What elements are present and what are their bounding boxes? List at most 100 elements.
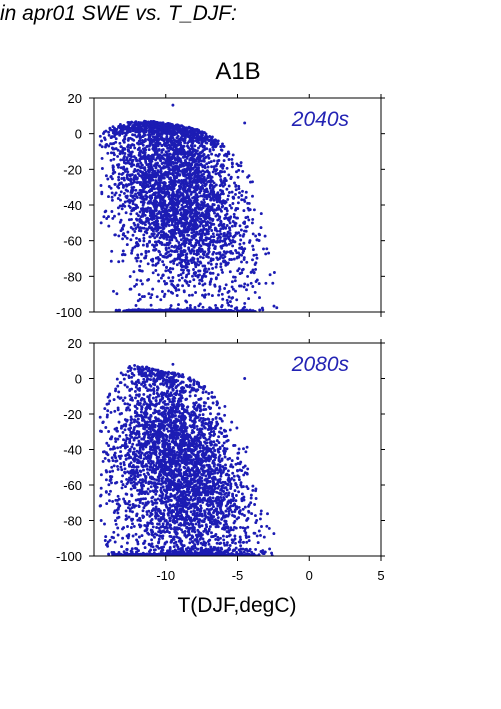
scatter-point	[112, 289, 115, 293]
scatter-point	[243, 282, 247, 286]
scatter-point	[211, 145, 215, 149]
scatter-point	[140, 282, 144, 286]
scatter-point	[100, 190, 104, 194]
scatter-point	[165, 241, 169, 245]
scatter-point	[222, 250, 226, 254]
scatter-point	[197, 141, 201, 145]
scatter-point	[227, 295, 231, 299]
scatter-point	[254, 267, 258, 271]
scatter-point	[140, 252, 143, 256]
scatter-point	[254, 234, 258, 238]
scatter-point	[194, 193, 198, 197]
scatter-point	[113, 233, 117, 237]
scatter-point	[244, 196, 248, 199]
scatter-point	[192, 249, 196, 253]
scatter-point	[214, 265, 218, 269]
scatter-point	[117, 390, 121, 394]
scatter-point	[132, 194, 136, 198]
scatter-point	[110, 191, 114, 195]
scatter-point	[164, 150, 168, 154]
scatter-point	[202, 198, 206, 202]
scatter-point	[200, 211, 204, 215]
scatter-point	[238, 284, 241, 288]
scatter-point	[178, 157, 182, 161]
scatter-point	[117, 420, 121, 424]
scatter-point	[165, 221, 169, 225]
scatter-point	[251, 488, 255, 492]
scatter-point	[139, 279, 143, 283]
scatter-point	[210, 223, 213, 227]
scatter-point	[192, 268, 195, 271]
scatter-point	[243, 220, 247, 224]
scatter-point	[178, 278, 181, 282]
scatter-point	[250, 221, 254, 225]
scatter-point	[117, 175, 121, 179]
scatter-point	[264, 281, 268, 285]
scatter-point	[129, 287, 133, 291]
scatter-point	[237, 267, 241, 271]
scatter-point	[224, 463, 227, 467]
scatter-point	[197, 166, 201, 170]
scatter-point	[208, 135, 212, 138]
scatter-point	[154, 247, 158, 251]
scatter-point	[167, 246, 171, 250]
scatter-point	[216, 236, 220, 240]
scatter-point	[131, 522, 134, 526]
scatter-point	[198, 224, 202, 228]
scatter-point	[192, 252, 196, 256]
scatter-point	[225, 298, 229, 302]
scatter-point	[122, 167, 126, 171]
scatter-point	[117, 212, 121, 216]
scatter-point	[107, 444, 111, 448]
scatter-point	[167, 224, 171, 227]
scatter-point	[176, 224, 180, 228]
scatter-point	[107, 133, 111, 137]
scatter-point	[214, 145, 218, 148]
scatter-point	[210, 165, 214, 169]
scatter-point	[242, 232, 246, 236]
scatter-point	[158, 258, 162, 261]
scatter-point	[110, 195, 114, 199]
scatter-point	[119, 198, 122, 202]
scatter-point	[197, 263, 201, 267]
scatter-point	[219, 227, 223, 231]
scatter-point	[272, 532, 276, 536]
scatter-point	[267, 526, 271, 530]
scatter-point	[156, 273, 160, 277]
scatter-point	[107, 215, 110, 219]
scatter-point	[222, 159, 226, 163]
scatter-point	[185, 265, 189, 269]
scatter-point	[190, 163, 194, 167]
scatter-point	[236, 269, 240, 273]
scatter-point	[229, 234, 232, 238]
scatter-point	[242, 209, 246, 213]
scatter-point	[228, 204, 232, 207]
scatter-point	[109, 186, 113, 190]
scatter-point	[133, 367, 137, 371]
scatter-point	[201, 305, 205, 309]
scatter-point	[189, 132, 193, 136]
scatter-point	[259, 226, 263, 230]
scatter-point	[124, 514, 128, 518]
scatter-point	[225, 233, 229, 236]
scatter-point	[226, 197, 230, 201]
scatter-point	[230, 190, 234, 194]
scatter-point	[129, 194, 133, 198]
scatter-point	[154, 256, 158, 260]
scatter-point	[149, 296, 153, 300]
scatter-point	[237, 184, 241, 188]
scatter-point	[129, 146, 132, 150]
scatter-point	[183, 141, 187, 145]
scatter-point	[171, 267, 175, 271]
scatter-point	[124, 133, 128, 137]
scatter-point	[120, 207, 124, 211]
scatter-point	[153, 236, 157, 240]
scatter-point	[109, 151, 113, 155]
scatter-point	[128, 275, 132, 278]
scatter-point	[210, 391, 214, 394]
scatter-point	[106, 409, 110, 413]
scatter-point	[204, 274, 208, 278]
scatter-point	[121, 259, 125, 263]
scatter-point	[228, 239, 232, 242]
scatter-point	[215, 256, 219, 260]
